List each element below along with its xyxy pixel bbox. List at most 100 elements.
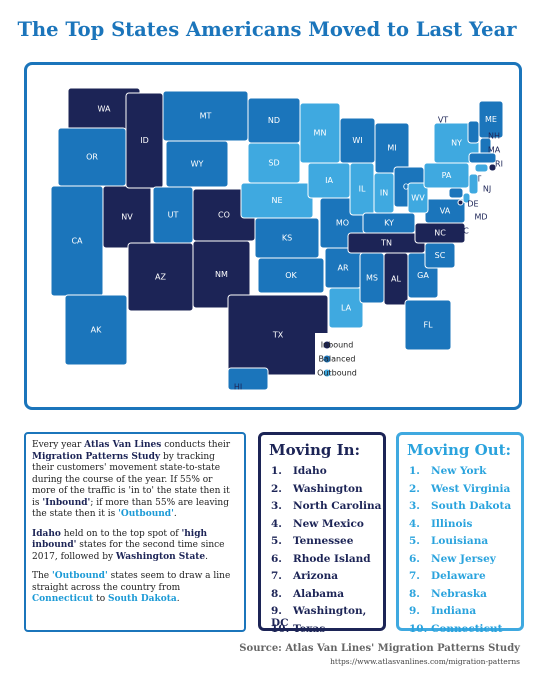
list-number: 4.: [409, 517, 420, 530]
state-region: [474, 163, 489, 173]
list-item: 9. Indiana: [399, 605, 521, 623]
list-number: 8.: [409, 587, 420, 600]
list-item: 10. Connecticut: [399, 623, 521, 641]
state-label: AZ: [155, 273, 166, 282]
list-name: New York: [431, 465, 487, 477]
list-number: 3.: [271, 500, 282, 512]
list-item: 6. Rhode Island: [261, 553, 383, 571]
state-label: TX: [272, 331, 284, 340]
legend-label: Balanced: [319, 355, 356, 364]
state-label: WA: [98, 105, 111, 114]
moving-in-box: Moving In: 1. Idaho 2. Washington 3. North Car…: [258, 432, 386, 635]
legend: Inbound Balanced Outbound: [315, 333, 403, 385]
state-label: VA: [440, 207, 451, 216]
text-run: 'Inbound': [42, 497, 91, 508]
list-name: Delaware: [431, 570, 486, 582]
list-item: 3. North Carolina: [261, 500, 383, 518]
state-region: [404, 299, 452, 351]
state-label: DC: [457, 227, 469, 236]
list-name: Rhode Island: [293, 552, 371, 565]
list-name: Connecticut: [431, 622, 503, 635]
state-label: DE: [467, 200, 478, 209]
list-item: 1. New York: [399, 465, 521, 483]
list-item: 5. Louisiana: [399, 535, 521, 553]
state-region: [407, 182, 429, 214]
list-item: 5. Tennessee: [261, 535, 383, 553]
state-label: AL: [391, 275, 401, 284]
paragraph: The 'Outbound' states seem to draw a lin…: [32, 571, 238, 606]
state-label: MA: [488, 146, 501, 155]
list-name: Nebraska: [431, 587, 487, 600]
list-name: South Dakota: [431, 500, 512, 512]
state-label: IN: [380, 189, 388, 198]
text-run: The: [32, 571, 52, 581]
state-label: WV: [411, 194, 425, 203]
list-number: 10.: [271, 622, 290, 635]
state-label: LA: [341, 304, 352, 313]
state-label: ID: [140, 136, 149, 145]
state-label: WI: [352, 136, 362, 145]
list-item: 9. Washington, DC: [261, 605, 383, 629]
text-run: to: [93, 594, 108, 604]
state-region: [478, 100, 504, 139]
list-name: Texas: [293, 622, 326, 635]
state-label: KS: [282, 234, 292, 243]
list-number: 6.: [271, 552, 282, 565]
state-label: NJ: [483, 185, 491, 194]
state-label: NY: [451, 139, 462, 148]
list-item: 7. Arizona: [261, 570, 383, 588]
text-run: .: [173, 509, 177, 519]
list-item: 2. Washington: [261, 483, 383, 501]
list-name: Louisiana: [431, 535, 489, 547]
list-name: West Virginia: [431, 482, 511, 495]
state-label: OK: [285, 271, 297, 280]
list-number: 5.: [409, 535, 420, 547]
state-region: [488, 163, 497, 172]
list-name: Tennessee: [293, 535, 354, 547]
state-label: AR: [337, 264, 348, 273]
list-item: 10. Texas: [261, 623, 383, 641]
list-number: 6.: [409, 552, 420, 565]
state-label: NH: [488, 132, 500, 141]
state-region: [462, 192, 471, 204]
source: Source: Atlas Van Lines' Migration Patte…: [239, 643, 520, 654]
state-label: KY: [384, 219, 394, 228]
state-label: MS: [366, 274, 378, 283]
legend-swatch: [323, 369, 331, 377]
list-number: 1.: [271, 465, 282, 477]
state-label: VT: [438, 116, 448, 125]
state-label: NV: [121, 213, 133, 222]
list-number: 9.: [271, 605, 282, 617]
state-label: ME: [485, 115, 497, 124]
list-number: 7.: [271, 570, 282, 582]
list-number: 7.: [409, 570, 420, 582]
text-run: 'Outbound': [52, 571, 108, 581]
state-region: [192, 240, 251, 309]
state-label: CA: [71, 237, 83, 246]
list-number: 1.: [409, 465, 420, 477]
state-label: TN: [380, 239, 392, 248]
state-region: [457, 199, 464, 206]
state-label: HI: [234, 383, 242, 392]
text-run: .: [176, 594, 180, 604]
state-region: [467, 120, 480, 144]
state-label: SC: [435, 251, 446, 260]
text-run: South Dakota: [107, 594, 177, 604]
state-region: [328, 287, 364, 329]
state-label: OR: [86, 153, 98, 162]
list-number: 2.: [271, 482, 282, 495]
state-label: CO: [218, 211, 230, 220]
state-label: NM: [215, 270, 228, 279]
state-label: UT: [168, 211, 179, 220]
state-region: [257, 257, 325, 294]
state-region: [165, 140, 229, 188]
state-label: SD: [268, 159, 279, 168]
legend-label: Outbound: [317, 369, 357, 378]
list-item: 6. New Jersey: [399, 553, 521, 571]
list-number: 10.: [409, 622, 428, 635]
list-item: 4. Illinois: [399, 518, 521, 536]
legend-swatch: [323, 355, 331, 363]
paragraph: Idaho held on to the top spot of 'high i…: [32, 529, 238, 564]
text-run: conducts their: [161, 440, 231, 450]
